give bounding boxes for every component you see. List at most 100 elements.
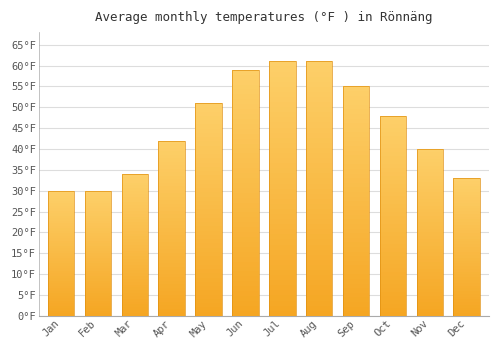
- Bar: [196, 265, 222, 269]
- Bar: [454, 203, 480, 206]
- Bar: [48, 216, 74, 218]
- Bar: [158, 141, 185, 144]
- Bar: [416, 299, 443, 302]
- Bar: [416, 306, 443, 309]
- Bar: [454, 291, 480, 294]
- Bar: [416, 179, 443, 182]
- Bar: [380, 196, 406, 200]
- Bar: [232, 306, 258, 311]
- Bar: [380, 144, 406, 148]
- Bar: [416, 176, 443, 179]
- Bar: [269, 255, 295, 260]
- Bar: [122, 313, 148, 316]
- Bar: [306, 173, 332, 178]
- Bar: [48, 273, 74, 276]
- Bar: [84, 311, 111, 313]
- Bar: [122, 180, 148, 182]
- Bar: [306, 92, 332, 97]
- Bar: [158, 277, 185, 281]
- Bar: [380, 232, 406, 236]
- Bar: [84, 288, 111, 291]
- Bar: [84, 271, 111, 273]
- Bar: [48, 238, 74, 241]
- Bar: [380, 256, 406, 260]
- Bar: [84, 303, 111, 306]
- Bar: [343, 196, 369, 201]
- Bar: [416, 222, 443, 226]
- Bar: [196, 137, 222, 141]
- Bar: [122, 259, 148, 262]
- Bar: [48, 226, 74, 228]
- Bar: [232, 227, 258, 232]
- Bar: [158, 155, 185, 158]
- Bar: [158, 193, 185, 197]
- Bar: [416, 206, 443, 209]
- Bar: [122, 245, 148, 248]
- Bar: [343, 114, 369, 119]
- Bar: [196, 201, 222, 205]
- Bar: [122, 182, 148, 186]
- Bar: [380, 200, 406, 204]
- Bar: [454, 239, 480, 241]
- Bar: [416, 169, 443, 172]
- Bar: [380, 184, 406, 188]
- Bar: [196, 193, 222, 197]
- Bar: [196, 303, 222, 307]
- Bar: [306, 127, 332, 133]
- Bar: [84, 266, 111, 268]
- Bar: [343, 128, 369, 132]
- Bar: [306, 148, 332, 153]
- Bar: [122, 290, 148, 293]
- Bar: [122, 307, 148, 310]
- Bar: [306, 209, 332, 214]
- Bar: [269, 102, 295, 107]
- Bar: [416, 226, 443, 229]
- Bar: [196, 175, 222, 180]
- Bar: [269, 66, 295, 72]
- Bar: [48, 233, 74, 236]
- Bar: [158, 309, 185, 312]
- Bar: [232, 163, 258, 168]
- Bar: [269, 245, 295, 250]
- Bar: [48, 283, 74, 286]
- Bar: [343, 302, 369, 307]
- Bar: [269, 82, 295, 87]
- Bar: [454, 195, 480, 197]
- Bar: [196, 154, 222, 159]
- Bar: [232, 94, 258, 99]
- Bar: [122, 174, 148, 177]
- Bar: [196, 239, 222, 244]
- Bar: [122, 262, 148, 265]
- Bar: [232, 144, 258, 148]
- Bar: [454, 178, 480, 316]
- Bar: [454, 313, 480, 316]
- Bar: [158, 214, 185, 218]
- Bar: [306, 199, 332, 204]
- Bar: [196, 163, 222, 167]
- Bar: [269, 301, 295, 306]
- Bar: [232, 90, 258, 95]
- Bar: [269, 290, 295, 295]
- Bar: [306, 168, 332, 173]
- Bar: [306, 153, 332, 158]
- Bar: [196, 107, 222, 112]
- Bar: [232, 247, 258, 252]
- Bar: [343, 293, 369, 298]
- Bar: [196, 112, 222, 116]
- Bar: [416, 193, 443, 196]
- Bar: [269, 77, 295, 82]
- Bar: [416, 309, 443, 313]
- Bar: [269, 158, 295, 163]
- Bar: [122, 273, 148, 276]
- Bar: [196, 218, 222, 222]
- Bar: [48, 266, 74, 268]
- Bar: [84, 226, 111, 228]
- Bar: [158, 228, 185, 232]
- Bar: [416, 293, 443, 296]
- Bar: [122, 256, 148, 259]
- Bar: [306, 72, 332, 77]
- Bar: [232, 232, 258, 237]
- Bar: [232, 183, 258, 188]
- Bar: [306, 143, 332, 148]
- Bar: [380, 244, 406, 248]
